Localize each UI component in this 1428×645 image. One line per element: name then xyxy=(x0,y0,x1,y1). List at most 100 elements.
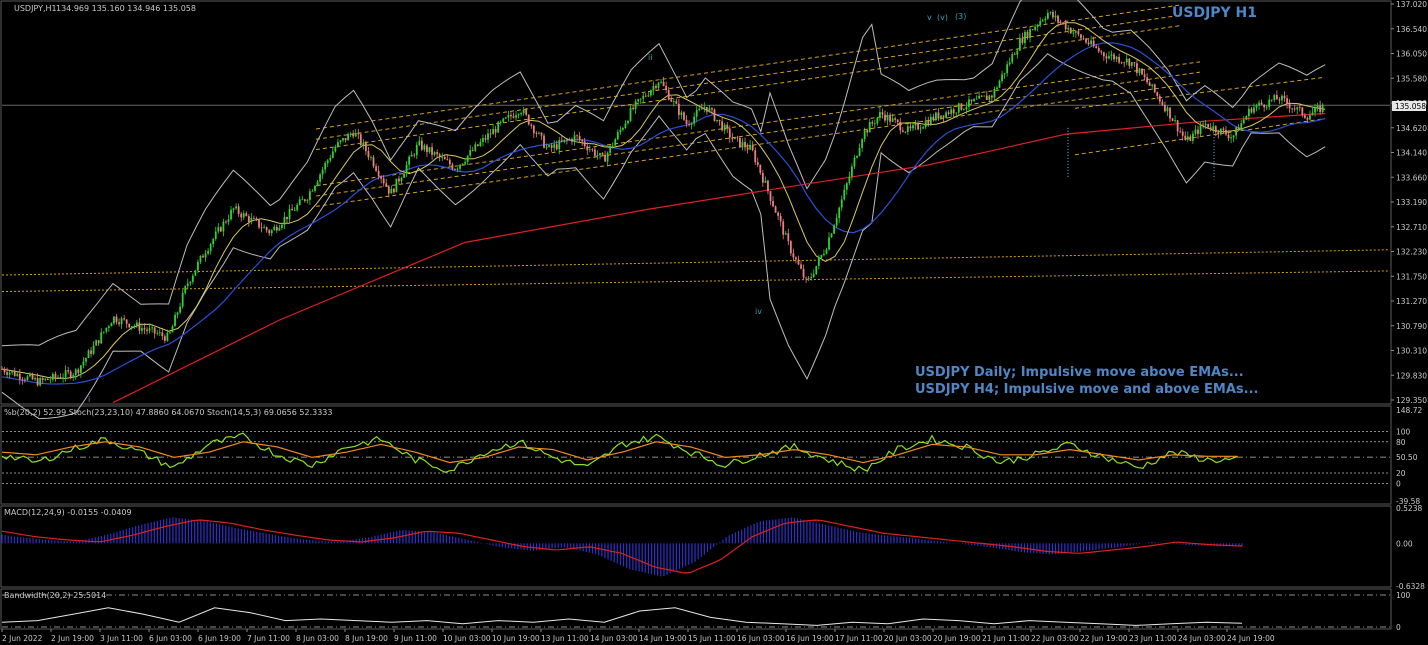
candle-body xyxy=(685,119,688,125)
candle-body xyxy=(988,95,991,100)
stoch-y-label: 50.50 xyxy=(1396,453,1418,462)
candle-body xyxy=(344,138,347,141)
candle-body xyxy=(873,123,876,125)
candle-body xyxy=(158,332,161,334)
candle-body xyxy=(548,145,551,147)
candle-body xyxy=(1,369,3,370)
candle-body xyxy=(568,138,571,141)
candle-body xyxy=(1113,54,1115,60)
candle-body xyxy=(100,332,103,344)
candle-body xyxy=(530,124,533,126)
stoch-y-label: -39.58 xyxy=(1396,497,1420,506)
candle-body xyxy=(1209,127,1212,130)
candle-body xyxy=(354,132,357,137)
candle-body xyxy=(1049,12,1052,13)
candle-body xyxy=(13,371,16,376)
candle-body xyxy=(990,95,993,98)
candle-body xyxy=(929,116,932,126)
candle-body xyxy=(825,249,828,254)
candle-body xyxy=(642,95,645,99)
candle-body xyxy=(973,99,975,102)
candle-body xyxy=(34,378,36,380)
candle-body xyxy=(1286,98,1288,104)
candle-body xyxy=(1281,95,1283,101)
candle-body xyxy=(993,88,996,98)
candle-body xyxy=(255,218,258,220)
candle-body xyxy=(1199,124,1202,135)
candle-body xyxy=(377,170,380,177)
candle-body xyxy=(54,373,57,378)
candle-body xyxy=(253,217,255,219)
candle-body xyxy=(879,112,881,118)
candle-body xyxy=(1293,108,1296,110)
candle-body xyxy=(660,81,662,83)
candle-body xyxy=(507,114,510,118)
candle-body xyxy=(1011,54,1014,63)
stoch-y-label: 20 xyxy=(1396,469,1406,478)
candle-body xyxy=(6,372,8,375)
stoch-y-label: 0 xyxy=(1396,479,1401,488)
candle-body xyxy=(550,145,553,148)
bandwidth-y-label: 0 xyxy=(1396,623,1401,632)
candle-body xyxy=(886,114,889,121)
candle-body xyxy=(189,281,192,284)
macd-y-label: -0.6328 xyxy=(1396,582,1425,591)
bollinger-upper xyxy=(1,0,1326,347)
candle-body xyxy=(1179,131,1182,133)
candle-body xyxy=(787,233,790,242)
candle-body xyxy=(309,191,311,201)
candle-body xyxy=(181,292,184,307)
candle-body xyxy=(339,140,342,143)
candle-body xyxy=(197,261,199,271)
candle-body xyxy=(672,101,675,102)
candle-body xyxy=(166,333,169,341)
candle-body xyxy=(44,378,47,380)
candle-body xyxy=(1245,116,1248,120)
candle-body xyxy=(242,213,245,218)
support-line-lower xyxy=(1,270,1391,293)
ohlc-label: 134.969 135.160 134.946 135.058 xyxy=(56,4,196,13)
candle-body xyxy=(364,142,367,152)
candle-body xyxy=(347,134,349,141)
candle-body xyxy=(1270,99,1273,101)
candle-body xyxy=(191,275,194,282)
candle-body xyxy=(62,377,64,379)
candle-body xyxy=(448,159,451,165)
candle-body xyxy=(107,326,110,328)
candle-body xyxy=(1242,119,1245,124)
candle-body xyxy=(591,149,594,151)
candle-body xyxy=(398,178,400,182)
candle-body xyxy=(733,137,736,140)
candle-body xyxy=(797,259,800,265)
candle-body xyxy=(662,81,665,86)
candle-body xyxy=(1156,92,1159,97)
candle-body xyxy=(998,81,1001,88)
candle-body xyxy=(619,129,622,133)
candle-body xyxy=(169,332,171,334)
candle-body xyxy=(18,373,21,380)
y-tick-label: 129.350 xyxy=(1396,396,1427,405)
candle-body xyxy=(917,123,919,130)
candle-body xyxy=(69,371,72,378)
candle-body xyxy=(1092,40,1095,47)
candle-body xyxy=(174,314,176,327)
candle-body xyxy=(428,147,431,153)
candle-body xyxy=(909,126,912,129)
candle-body xyxy=(502,118,505,122)
candle-body xyxy=(186,283,189,287)
candle-body xyxy=(723,124,726,131)
candle-body xyxy=(110,323,113,327)
candle-body xyxy=(487,133,489,140)
candle-body xyxy=(51,373,54,380)
candle-body xyxy=(522,109,525,114)
macd-y-label: 0.00 xyxy=(1396,539,1413,548)
candle-body xyxy=(1212,126,1215,130)
candle-body xyxy=(1255,105,1258,108)
candle-body xyxy=(749,144,752,150)
candle-body xyxy=(105,327,108,332)
x-tick-label: 16 Jun 19:00 xyxy=(786,634,834,643)
candle-body xyxy=(316,181,319,186)
candle-body xyxy=(711,108,713,110)
y-tick-label: 131.750 xyxy=(1396,272,1427,281)
candle-body xyxy=(46,378,49,380)
